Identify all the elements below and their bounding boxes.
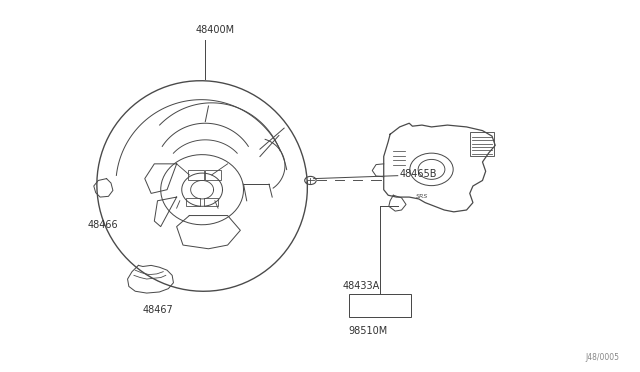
Text: 98510M: 98510M xyxy=(349,326,388,336)
Bar xyxy=(204,198,218,206)
Bar xyxy=(188,170,204,180)
Text: 48465B: 48465B xyxy=(399,169,437,179)
Bar xyxy=(349,294,411,317)
Bar xyxy=(470,132,494,157)
Bar xyxy=(205,170,221,180)
Text: SRS: SRS xyxy=(416,194,428,199)
Text: 48467: 48467 xyxy=(142,305,173,315)
Text: J48/0005: J48/0005 xyxy=(586,353,620,362)
Text: 48433A: 48433A xyxy=(342,281,380,291)
Text: 48400M: 48400M xyxy=(195,25,234,35)
Text: 48466: 48466 xyxy=(88,221,118,231)
Bar xyxy=(186,198,200,206)
